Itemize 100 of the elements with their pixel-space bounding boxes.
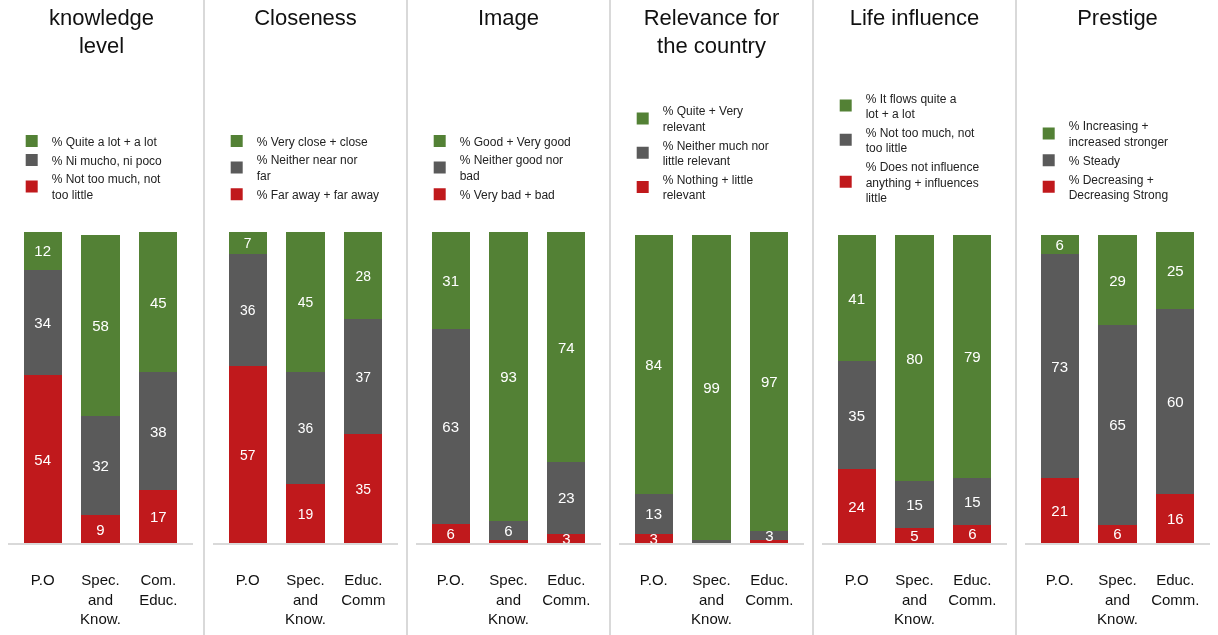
legend-label: % Ni mucho, ni poco [51, 153, 163, 168]
data-label: 35 [355, 480, 372, 497]
bar [1156, 232, 1195, 310]
bar [23, 269, 62, 376]
legend-label: % Does not influence anything + influences little [865, 159, 980, 206]
bar [547, 462, 586, 534]
bar [547, 232, 586, 463]
data-label: 99 [703, 379, 720, 397]
data-label: 54 [34, 450, 52, 468]
data-label: 15 [963, 492, 981, 510]
bar [228, 232, 267, 255]
data-label: 65 [1109, 416, 1126, 434]
data-label: 37 [355, 368, 372, 385]
data-label: 7 [243, 235, 252, 252]
data-label: 45 [297, 294, 314, 311]
data-label: 84 [645, 356, 663, 374]
data-label: 41 [848, 289, 866, 307]
chart-title: Image [476, 4, 541, 32]
bar [23, 232, 62, 270]
data-label: 3 [765, 526, 774, 544]
x-tick-label: Com. Educ. [139, 571, 178, 608]
bar [489, 232, 528, 522]
bar [895, 235, 934, 482]
legend-label: % Quite a lot + a lot [51, 134, 158, 149]
data-label: 16 [1166, 509, 1184, 527]
legend-label: % It flows quite a lot + a lot [865, 91, 957, 122]
bar [1098, 524, 1137, 543]
data-label: 34 [34, 313, 52, 331]
bar [1156, 309, 1195, 494]
data-label: 17 [149, 508, 167, 526]
legend-label: % Good + Very good [459, 134, 571, 149]
data-label: 6 [504, 522, 513, 540]
bar [953, 478, 992, 525]
data-label: 29 [1109, 271, 1126, 289]
data-label: 31 [442, 272, 460, 289]
data-label: 15 [906, 496, 923, 514]
chart-title: Closeness [253, 4, 358, 32]
data-label: 25 [1166, 262, 1184, 280]
data-label: 35 [848, 406, 866, 424]
chart-title: Life influence [848, 4, 981, 32]
bar [1098, 235, 1137, 325]
bar [344, 319, 383, 435]
x-tick-label: P.O. [436, 571, 465, 588]
data-label: 60 [1166, 393, 1184, 411]
data-label: 93 [500, 368, 517, 386]
bar [1040, 253, 1079, 479]
x-tick-label: Educ. Comm [341, 571, 386, 608]
data-label: 6 [1113, 525, 1122, 543]
bar [81, 235, 120, 416]
data-label: 13 [645, 505, 663, 523]
data-label: 23 [557, 489, 575, 507]
data-label: 57 [239, 446, 256, 463]
bar [431, 232, 470, 329]
x-tick-label: Spec. and Know. [80, 571, 121, 627]
data-label: 24 [848, 497, 866, 515]
x-tick-label: Spec. and Know. [285, 571, 326, 627]
bar [286, 483, 325, 543]
data-label: 45 [149, 293, 167, 311]
x-tick-label: Educ. Comm. [1151, 571, 1200, 608]
x-tick-label: P.O. [1045, 571, 1074, 588]
x-tick-label: Educ. Comm. [745, 571, 794, 608]
data-label: 58 [92, 317, 109, 335]
bar [228, 254, 267, 366]
bar [837, 469, 876, 543]
x-tick-label: Educ. Comm. [542, 571, 591, 608]
data-label: 6 [968, 525, 977, 543]
data-label: 21 [1051, 502, 1069, 520]
bar [139, 490, 178, 543]
bar [953, 235, 992, 479]
bar [692, 235, 731, 540]
bar [895, 481, 934, 528]
legend-label: % Nothing + little relevant [662, 172, 754, 203]
bar [286, 372, 325, 484]
legend-label: % Neither good nor bad [459, 153, 564, 184]
data-label: 19 [297, 505, 314, 522]
legend-label: % Very bad + bad [459, 187, 555, 202]
data-label: 36 [239, 302, 256, 319]
bar [228, 365, 267, 543]
x-tick-label: Spec. and Know. [488, 571, 529, 627]
bar [81, 415, 120, 516]
bar [1040, 235, 1079, 254]
chart-title: Prestige [1076, 4, 1159, 32]
legend-label: % Steady [1068, 153, 1121, 168]
x-tick-label: P.O [844, 571, 869, 588]
x-tick-label: Spec. and Know. [1097, 571, 1138, 627]
data-label: 6 [446, 525, 455, 543]
chart-title: Relevance for the country [642, 4, 781, 60]
legend-label: % Not too much, not too little [51, 172, 162, 203]
bar [431, 328, 470, 525]
bar [837, 361, 876, 470]
x-tick-label: P.O [30, 571, 55, 588]
bar [692, 539, 731, 543]
legend-label: % Far away + far away [256, 187, 380, 202]
bar [1156, 493, 1195, 543]
bar [634, 493, 673, 534]
legend-label: % Increasing + increased stronger [1068, 119, 1169, 150]
bar [1040, 478, 1079, 543]
bar [953, 524, 992, 543]
data-label: 9 [96, 520, 105, 538]
x-tick-label: P.O. [639, 571, 668, 588]
